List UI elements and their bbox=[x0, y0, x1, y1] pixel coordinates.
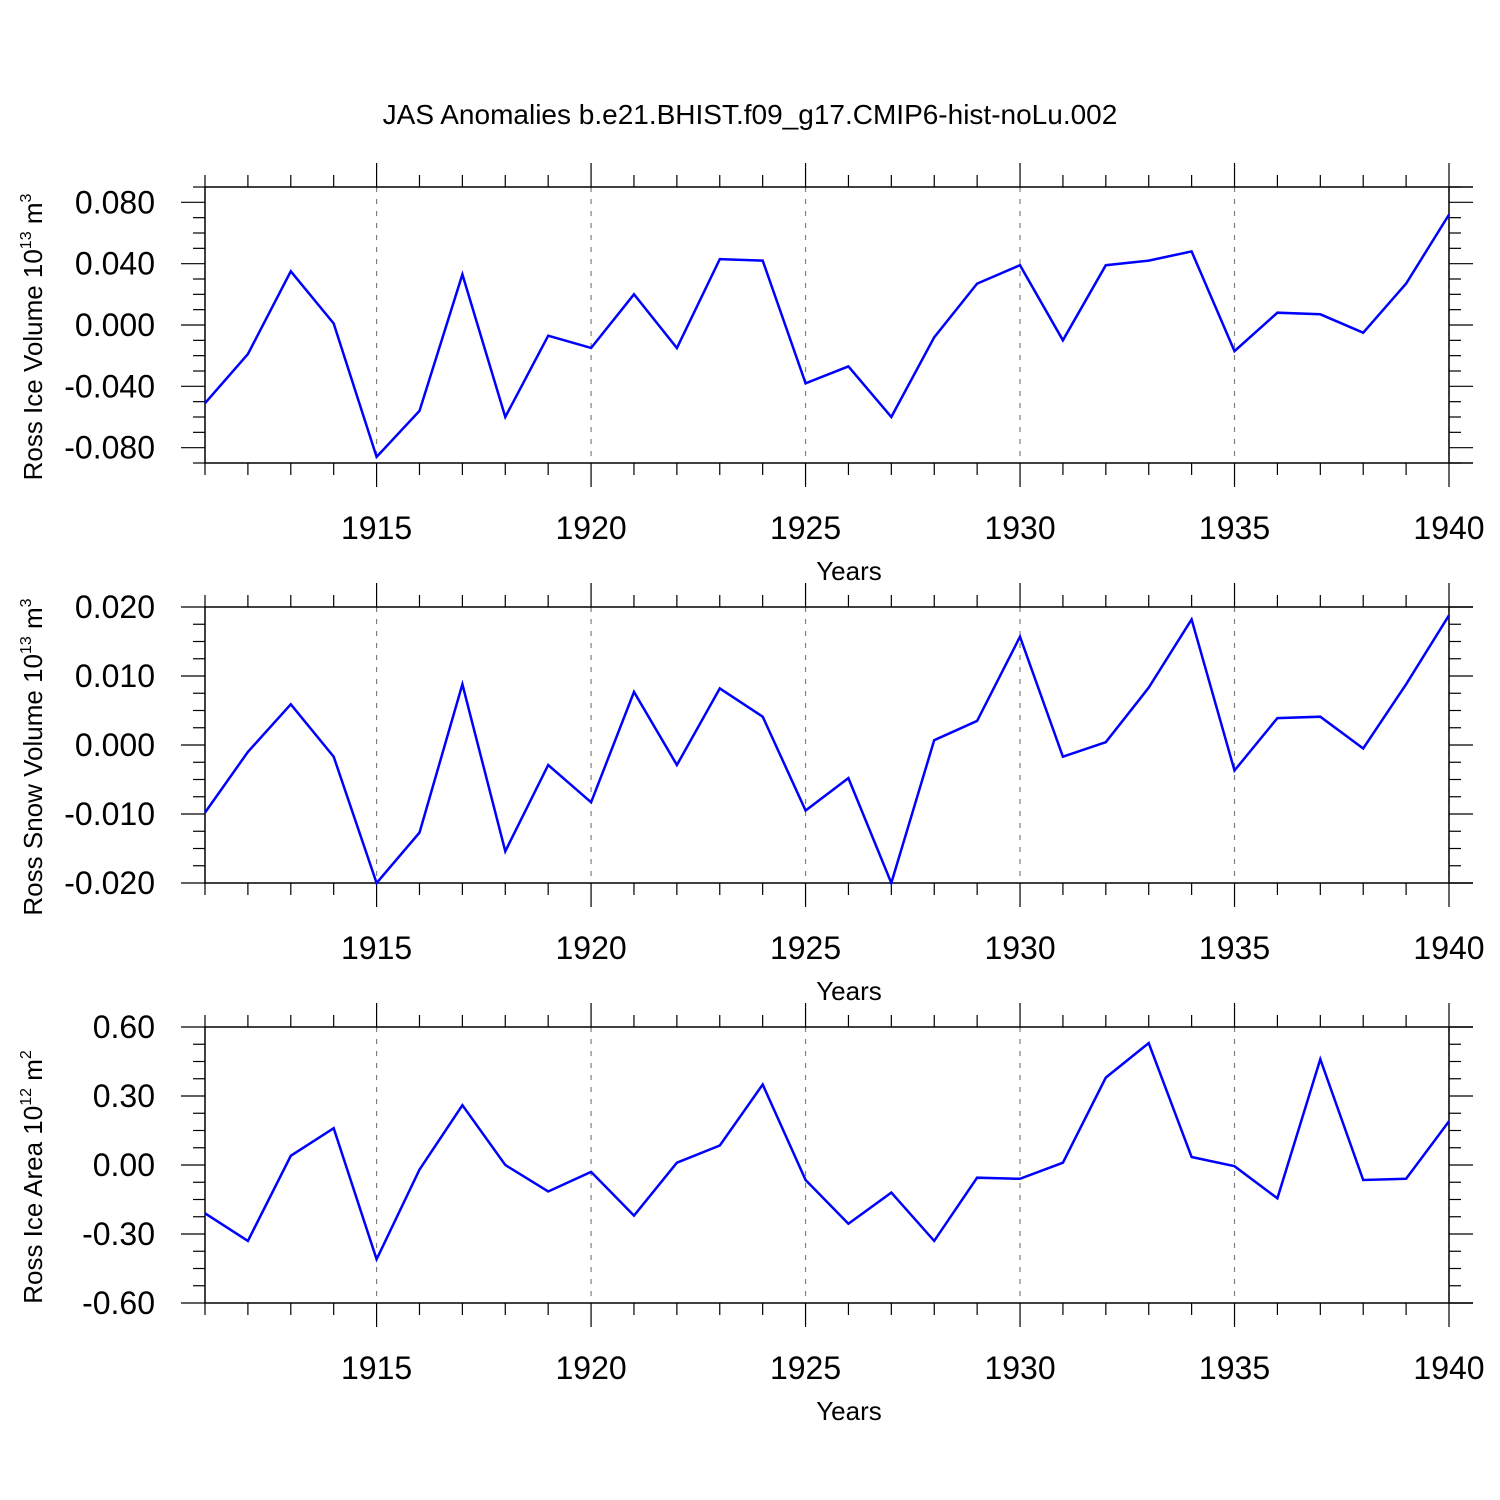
y-tick-label: 0.020 bbox=[75, 589, 155, 625]
x-axis-label: Years bbox=[816, 976, 882, 1006]
y-tick-label: 0.000 bbox=[75, 727, 155, 763]
y-tick-label: -0.30 bbox=[82, 1216, 155, 1252]
y-tick-label: -0.60 bbox=[82, 1285, 155, 1321]
series-line bbox=[204, 1041, 1451, 1263]
y-axis-label-superscript: 12 bbox=[18, 1088, 35, 1106]
chart-panel-2: -0.020 -0.010 0.000 0.010 0.020 1915 1920 1925 1… bbox=[18, 583, 1485, 1006]
x-tick-label: 1920 bbox=[555, 510, 626, 546]
y-axis-label: Ross Ice Volume 1013 m3 bbox=[18, 193, 48, 480]
x-tick-label: 1935 bbox=[1199, 510, 1270, 546]
x-tick-label: 1940 bbox=[1413, 1350, 1484, 1386]
y-tick-label: -0.010 bbox=[64, 796, 155, 832]
y-tick-label: 0.080 bbox=[75, 184, 155, 220]
x-tick-label: 1930 bbox=[984, 1350, 1055, 1386]
y-tick-label: -0.080 bbox=[64, 430, 155, 466]
x-tick-label: 1920 bbox=[555, 1350, 626, 1386]
x-axis-label: Years bbox=[816, 1396, 882, 1426]
y-axis-label-part: m bbox=[18, 1059, 48, 1088]
y-tick-label: 0.010 bbox=[75, 658, 155, 694]
x-tick-label: 1925 bbox=[770, 930, 841, 966]
series-line bbox=[204, 213, 1451, 460]
y-tick-label: 0.000 bbox=[75, 307, 155, 343]
y-tick-label: 0.00 bbox=[93, 1147, 155, 1183]
chart-title: JAS Anomalies b.e21.BHIST.f09_g17.CMIP6-… bbox=[383, 99, 1118, 130]
x-tick-label: 1925 bbox=[770, 1350, 841, 1386]
y-tick-label: 0.30 bbox=[93, 1078, 155, 1114]
x-tick-label: 1935 bbox=[1199, 930, 1270, 966]
y-tick-label: 0.040 bbox=[75, 246, 155, 282]
y-axis-label-superscript: 13 bbox=[18, 636, 35, 654]
chart-panel-1: -0.080 -0.040 0.000 0.040 0.080 1915 1920 1925 1… bbox=[18, 163, 1485, 586]
y-tick-label: -0.040 bbox=[64, 368, 155, 404]
x-tick-label: 1940 bbox=[1413, 930, 1484, 966]
y-tick-label: -0.020 bbox=[64, 865, 155, 901]
x-tick-label: 1915 bbox=[341, 510, 412, 546]
y-axis-label-part: Ross Ice Volume 10 bbox=[18, 249, 48, 480]
y-axis-label-superscript: 2 bbox=[18, 1050, 35, 1059]
y-axis-label-superscript: 3 bbox=[18, 598, 35, 607]
x-tick-label: 1940 bbox=[1413, 510, 1484, 546]
y-axis-label-part: m bbox=[18, 607, 48, 636]
series-line bbox=[203, 614, 1451, 887]
chart-panels: -0.080 -0.040 0.000 0.040 0.080 1915 1920 1925 1… bbox=[18, 163, 1485, 1426]
y-axis-label: Ross Snow Volume 1013 m3 bbox=[18, 598, 48, 915]
y-axis-label-part: Ross Ice Area 10 bbox=[18, 1106, 48, 1304]
x-tick-label: 1915 bbox=[341, 930, 412, 966]
y-axis-label-superscript: 3 bbox=[18, 193, 35, 202]
x-tick-label: 1930 bbox=[984, 930, 1055, 966]
x-tick-label: 1920 bbox=[555, 930, 626, 966]
chart-panel-3: -0.60 -0.30 0.00 0.30 0.60 1915 1920 1925 1930 19… bbox=[18, 1003, 1485, 1426]
y-axis-label: Ross Ice Area 1012 m2 bbox=[18, 1050, 48, 1304]
y-axis-label-part: Ross Snow Volume 10 bbox=[18, 654, 48, 916]
x-tick-label: 1930 bbox=[984, 510, 1055, 546]
y-axis-label-part: m bbox=[18, 202, 48, 231]
y-axis-label-superscript: 13 bbox=[18, 231, 35, 249]
x-tick-label: 1915 bbox=[341, 1350, 412, 1386]
x-tick-label: 1935 bbox=[1199, 1350, 1270, 1386]
x-axis-label: Years bbox=[816, 556, 882, 586]
y-tick-label: 0.60 bbox=[93, 1009, 155, 1045]
x-tick-label: 1925 bbox=[770, 510, 841, 546]
